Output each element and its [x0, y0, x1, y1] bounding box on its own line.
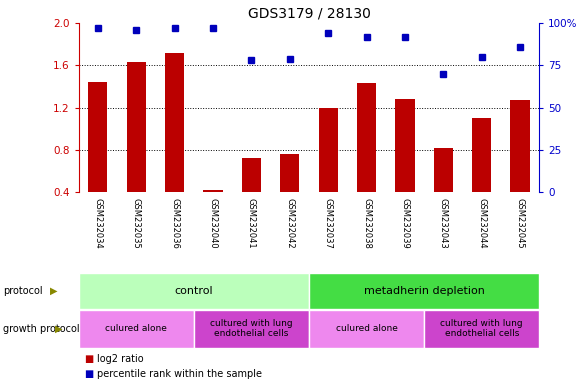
Text: ■: ■ [85, 354, 94, 364]
Text: culured alone: culured alone [106, 324, 167, 333]
Bar [357, 83, 376, 192]
Text: ■: ■ [85, 369, 94, 379]
Text: GSM232042: GSM232042 [285, 199, 294, 249]
Text: culured alone: culured alone [336, 324, 398, 333]
Text: percentile rank within the sample: percentile rank within the sample [97, 369, 262, 379]
Bar [280, 154, 300, 192]
Bar [127, 62, 146, 192]
Bar [511, 100, 530, 192]
Text: GSM232037: GSM232037 [324, 199, 333, 249]
Bar [309, 273, 539, 309]
Bar [165, 53, 184, 192]
Text: GSM232035: GSM232035 [132, 199, 141, 249]
Text: GSM232044: GSM232044 [477, 199, 486, 249]
Text: metadherin depletion: metadherin depletion [364, 286, 484, 296]
Bar [79, 310, 194, 348]
Text: ▶: ▶ [50, 286, 57, 296]
Bar [309, 310, 424, 348]
Text: GSM232038: GSM232038 [362, 199, 371, 249]
Text: GSM232045: GSM232045 [515, 199, 525, 249]
Bar [242, 158, 261, 192]
Text: protocol: protocol [3, 286, 43, 296]
Text: GSM232040: GSM232040 [209, 199, 217, 249]
Bar [472, 118, 491, 192]
Text: GSM232034: GSM232034 [93, 199, 103, 249]
Bar [88, 82, 107, 192]
Bar [318, 108, 338, 192]
Text: GSM232036: GSM232036 [170, 199, 179, 249]
Text: GSM232041: GSM232041 [247, 199, 256, 249]
Text: ▶: ▶ [55, 324, 63, 334]
Bar [434, 148, 453, 192]
Text: control: control [174, 286, 213, 296]
Text: cultured with lung
endothelial cells: cultured with lung endothelial cells [210, 319, 293, 338]
Bar [203, 190, 223, 192]
Title: GDS3179 / 28130: GDS3179 / 28130 [248, 7, 370, 20]
Text: GSM232043: GSM232043 [439, 199, 448, 249]
Text: GSM232039: GSM232039 [401, 199, 409, 249]
Bar [424, 310, 539, 348]
Bar [79, 273, 309, 309]
Text: growth protocol: growth protocol [3, 324, 79, 334]
Text: cultured with lung
endothelial cells: cultured with lung endothelial cells [440, 319, 523, 338]
Bar [194, 310, 309, 348]
Text: log2 ratio: log2 ratio [97, 354, 144, 364]
Bar [395, 99, 415, 192]
